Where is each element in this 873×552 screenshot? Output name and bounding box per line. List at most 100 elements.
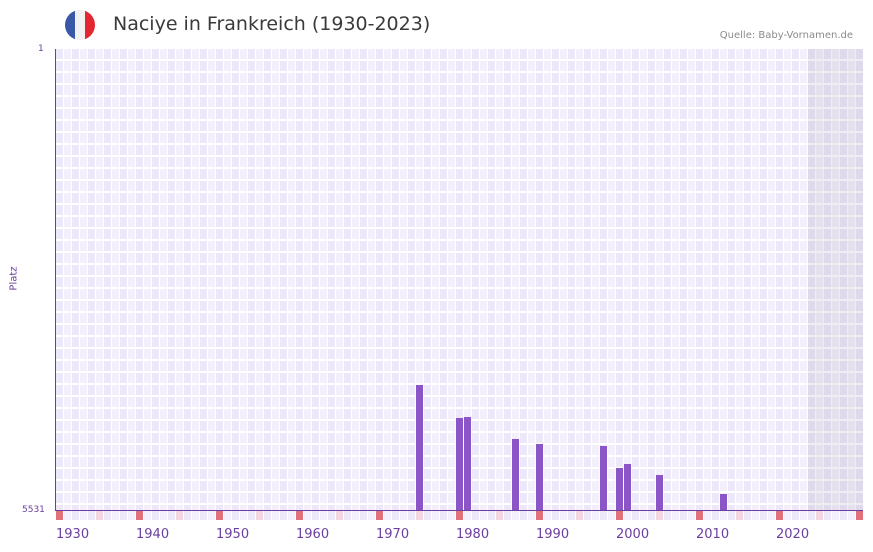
grid-column xyxy=(688,49,695,510)
grid-row-gap xyxy=(56,203,863,205)
grid-column xyxy=(600,49,607,510)
bar-2013[interactable] xyxy=(720,493,727,510)
grid-column xyxy=(672,49,679,510)
grid-column xyxy=(216,49,223,510)
bar-2000[interactable] xyxy=(616,467,623,510)
bar-1990[interactable] xyxy=(536,443,543,510)
x-tick xyxy=(640,511,647,520)
bar-1980[interactable] xyxy=(456,417,463,510)
x-tick xyxy=(272,511,279,520)
grid-column xyxy=(352,49,359,510)
source-credit: Quelle: Baby-Vornamen.de xyxy=(719,30,853,41)
x-tick xyxy=(768,511,775,520)
x-tick xyxy=(392,511,399,520)
y-axis-line xyxy=(55,49,56,511)
grid-column xyxy=(448,49,455,510)
grid-column xyxy=(824,49,831,510)
grid-column xyxy=(784,49,791,510)
x-tick xyxy=(840,511,847,520)
grid-row-gap xyxy=(56,263,863,265)
y-axis-top-label: 1 xyxy=(38,44,44,54)
grid-row-gap xyxy=(56,275,863,277)
x-tick xyxy=(456,511,463,520)
x-tick xyxy=(224,511,231,520)
x-label-2000: 2000 xyxy=(616,527,650,542)
bar-1981[interactable] xyxy=(464,416,471,510)
x-tick xyxy=(80,511,87,520)
grid-column xyxy=(472,49,479,510)
grid-row-gap xyxy=(56,395,863,397)
bar-1975[interactable] xyxy=(416,384,423,510)
x-tick xyxy=(176,511,183,520)
x-tick xyxy=(496,511,503,520)
grid-column xyxy=(168,49,175,510)
x-label-1960: 1960 xyxy=(296,527,330,542)
grid-column xyxy=(728,49,735,510)
grid-column xyxy=(64,49,71,510)
x-tick xyxy=(440,511,447,520)
grid-column xyxy=(632,49,639,510)
x-tick xyxy=(216,511,223,520)
grid-column xyxy=(792,49,799,510)
grid-row-gap xyxy=(56,227,863,229)
grid-row-gap xyxy=(56,239,863,241)
grid-column xyxy=(392,49,399,510)
x-tick xyxy=(688,511,695,520)
grid-column xyxy=(232,49,239,510)
x-tick xyxy=(400,511,407,520)
grid-column xyxy=(800,49,807,510)
grid-column xyxy=(416,49,423,510)
grid-column xyxy=(112,49,119,510)
x-tick xyxy=(360,511,367,520)
x-axis-labels: 1930 1940 1950 1960 1970 1980 1990 2000 2010 2020 xyxy=(56,527,863,547)
flag-blue-stripe xyxy=(65,10,75,40)
grid-column xyxy=(704,49,711,510)
bar-1998[interactable] xyxy=(600,445,607,510)
france-flag-icon xyxy=(65,10,95,40)
x-tick xyxy=(264,511,271,520)
x-tick xyxy=(328,511,335,520)
x-tick xyxy=(352,511,359,520)
grid-column xyxy=(832,49,839,510)
grid-column xyxy=(192,49,199,510)
x-tick xyxy=(248,511,255,520)
grid-row-gap xyxy=(56,347,863,349)
x-tick xyxy=(112,511,119,520)
x-tick xyxy=(296,511,303,520)
x-tick xyxy=(144,511,151,520)
y-axis-bottom-label: 5531 xyxy=(22,505,45,515)
x-tick xyxy=(504,511,511,520)
grid-column xyxy=(360,49,367,510)
grid-column xyxy=(368,49,375,510)
grid-row-gap xyxy=(56,59,863,61)
grid-column xyxy=(408,49,415,510)
grid-row-gap xyxy=(56,71,863,73)
grid-column xyxy=(88,49,95,510)
x-tick xyxy=(72,511,79,520)
grid-column xyxy=(288,49,295,510)
bar-1987[interactable] xyxy=(512,438,519,510)
x-tick xyxy=(152,511,159,520)
grid-column xyxy=(536,49,543,510)
x-label-2020: 2020 xyxy=(776,527,810,542)
x-tick xyxy=(696,511,703,520)
x-tick xyxy=(728,511,735,520)
grid-column xyxy=(504,49,511,510)
x-tick xyxy=(312,511,319,520)
plot-area xyxy=(56,49,863,510)
bar-2005[interactable] xyxy=(656,474,663,510)
x-tick xyxy=(832,511,839,520)
x-tick xyxy=(576,511,583,520)
grid-column xyxy=(320,49,327,510)
x-tick xyxy=(96,511,103,520)
x-label-1980: 1980 xyxy=(456,527,490,542)
grid-column xyxy=(336,49,343,510)
x-tick xyxy=(712,511,719,520)
x-tick xyxy=(120,511,127,520)
grid-column xyxy=(280,49,287,510)
x-tick xyxy=(232,511,239,520)
bar-2001[interactable] xyxy=(624,463,631,510)
chart-title: Naciye in Frankreich (1930-2023) xyxy=(113,13,431,35)
x-tick xyxy=(744,511,751,520)
grid-row-gap xyxy=(56,83,863,85)
